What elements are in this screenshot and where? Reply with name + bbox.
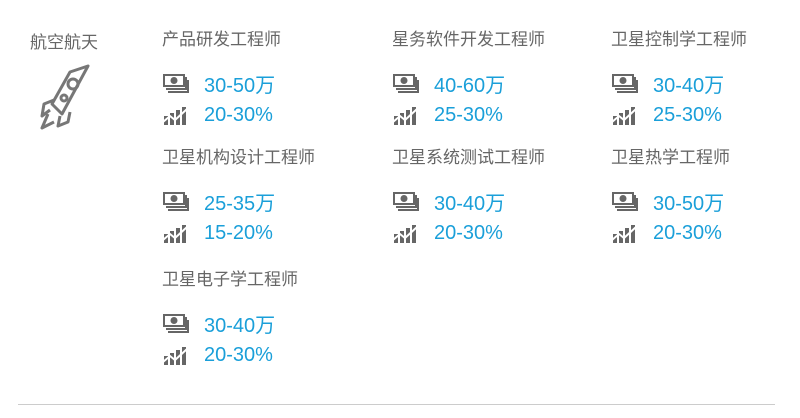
- salary-row: 30-40万: [392, 186, 612, 216]
- salary-value: 40-60万: [434, 74, 506, 97]
- growth-row: 20-30%: [162, 340, 382, 370]
- money-icon: [163, 192, 189, 211]
- salary-row: 25-35万: [162, 186, 382, 216]
- growth-row: 25-30%: [611, 100, 800, 130]
- category-title: 航空航天: [30, 33, 98, 53]
- salary-value: 25-35万: [204, 192, 276, 215]
- growth-row: 20-30%: [611, 218, 800, 248]
- job-title: 卫星机构设计工程师: [162, 148, 315, 168]
- growth-value: 20-30%: [653, 221, 722, 244]
- money-icon: [393, 74, 419, 93]
- salary-row: 30-40万: [162, 308, 382, 338]
- salary-value: 30-40万: [204, 314, 276, 337]
- money-icon: [163, 74, 189, 93]
- growth-row: 20-30%: [162, 100, 382, 130]
- growth-value: 15-20%: [204, 221, 273, 244]
- growth-chart-icon: [392, 225, 418, 243]
- growth-row: 15-20%: [162, 218, 382, 248]
- growth-chart-icon: [162, 107, 188, 125]
- growth-row: 20-30%: [392, 218, 612, 248]
- job-card: 产品研发工程师 30-50万 20-30%: [162, 28, 382, 130]
- money-icon: [393, 192, 419, 211]
- money-icon: [612, 192, 638, 211]
- salary-row: 30-50万: [611, 186, 800, 216]
- money-icon: [612, 74, 638, 93]
- job-title: 星务软件开发工程师: [392, 30, 545, 50]
- salary-row: 30-50万: [162, 68, 382, 98]
- salary-row: 40-60万: [392, 68, 612, 98]
- job-card: 卫星系统测试工程师 30-40万 20-30%: [392, 146, 612, 248]
- job-card: 星务软件开发工程师 40-60万 25-30%: [392, 28, 612, 130]
- money-icon: [163, 314, 189, 333]
- job-card: 卫星控制学工程师 30-40万 25-30%: [611, 28, 800, 130]
- job-card: 卫星热学工程师 30-50万 20-30%: [611, 146, 800, 248]
- divider: [18, 404, 775, 405]
- growth-row: 25-30%: [392, 100, 612, 130]
- rocket-icon: [40, 64, 90, 130]
- growth-value: 20-30%: [434, 221, 503, 244]
- job-card: 卫星电子学工程师 30-40万 20-30%: [162, 268, 382, 370]
- growth-chart-icon: [162, 347, 188, 365]
- growth-chart-icon: [162, 225, 188, 243]
- growth-value: 20-30%: [204, 343, 273, 366]
- growth-chart-icon: [611, 107, 637, 125]
- job-title: 产品研发工程师: [162, 30, 281, 50]
- growth-value: 20-30%: [204, 103, 273, 126]
- job-title: 卫星控制学工程师: [611, 30, 747, 50]
- growth-value: 25-30%: [434, 103, 503, 126]
- salary-value: 30-50万: [204, 74, 276, 97]
- salary-value: 30-40万: [653, 74, 725, 97]
- growth-chart-icon: [392, 107, 418, 125]
- growth-chart-icon: [611, 225, 637, 243]
- job-title: 卫星电子学工程师: [162, 270, 298, 290]
- job-title: 卫星系统测试工程师: [392, 148, 545, 168]
- job-title: 卫星热学工程师: [611, 148, 730, 168]
- salary-row: 30-40万: [611, 68, 800, 98]
- growth-value: 25-30%: [653, 103, 722, 126]
- job-card: 卫星机构设计工程师 25-35万 15-20%: [162, 146, 382, 248]
- salary-value: 30-50万: [653, 192, 725, 215]
- salary-value: 30-40万: [434, 192, 506, 215]
